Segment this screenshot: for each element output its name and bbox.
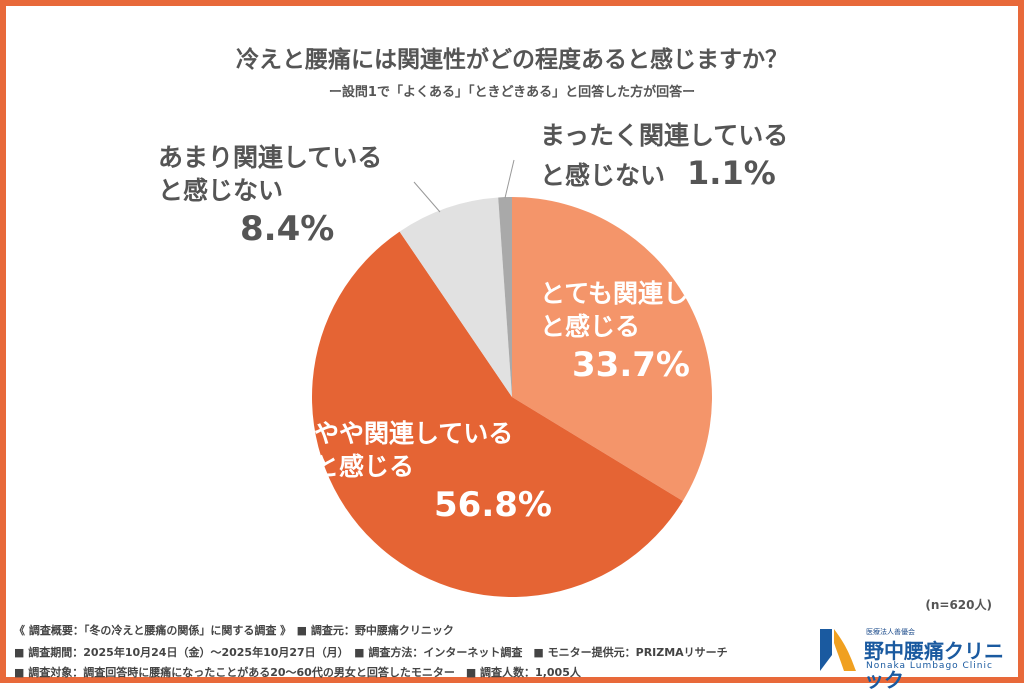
label-line: と感じる: [540, 311, 641, 341]
chart-title: 冷えと腰痛には関連性がどの程度あると感じますか？: [236, 47, 788, 73]
leader-line-1-1: [504, 159, 515, 199]
label-somewhat-related: やや関連している と感じる 56.8%: [314, 418, 552, 527]
chart-subtitle: ー設問1で「よくある」「ときどきある」と回答した方が回答ー: [328, 85, 696, 100]
logo-name: 野中腰痛クリニック: [864, 639, 1004, 692]
label-not-very-related: あまり関連している と感じない 8.4%: [158, 142, 382, 251]
label-not-related-at-all: まったく関連している と感じない 1.1%: [540, 120, 788, 194]
label-line: やや関連している: [314, 419, 514, 448]
value-label: 33.7%: [572, 345, 690, 385]
clinic-logo: 医療法人善優会 野中腰痛クリニック Nonaka Lumbago Clinic: [816, 625, 1016, 692]
value-label: 8.4%: [240, 209, 335, 249]
label-line: と感じない: [158, 175, 284, 205]
logo-org: 医療法人善優会: [866, 628, 915, 636]
footer-line: 《 調査概要：「冬の冷えと腰痛の関係」に関する調査 》 ■ 調査元：野中腰痛クリ…: [14, 624, 454, 637]
value-label: 56.8%: [434, 485, 552, 525]
footer-line: ■ 調査期間：2025年10月24日（金）～2025年10月27日（月） ■ 調…: [14, 646, 728, 659]
label-very-related: とても関連している と感じる 33.7%: [540, 278, 762, 387]
pie-slice-0: [512, 197, 712, 501]
footer-line: ■ 調査対象：調査回答時に腰痛になったことがある20～60代の男女と回答したモニ…: [14, 666, 581, 679]
logo-mark-icon: [820, 629, 856, 671]
label-line: とても関連している: [540, 279, 763, 308]
leader-line-8-4: [413, 181, 441, 213]
label-line: と感じない: [540, 160, 666, 190]
label-line: と感じる: [314, 451, 415, 481]
value-label: 1.1%: [687, 153, 776, 192]
label-line: まったく関連している: [540, 121, 789, 150]
logo-english: Nonaka Lumbago Clinic: [866, 661, 993, 671]
sample-size: (n=620人): [925, 598, 992, 612]
pie-slice-1: [311, 231, 683, 598]
label-line: あまり関連している: [158, 143, 383, 172]
pie-slice-2: [399, 197, 512, 397]
pie-slice-3: [498, 197, 512, 397]
